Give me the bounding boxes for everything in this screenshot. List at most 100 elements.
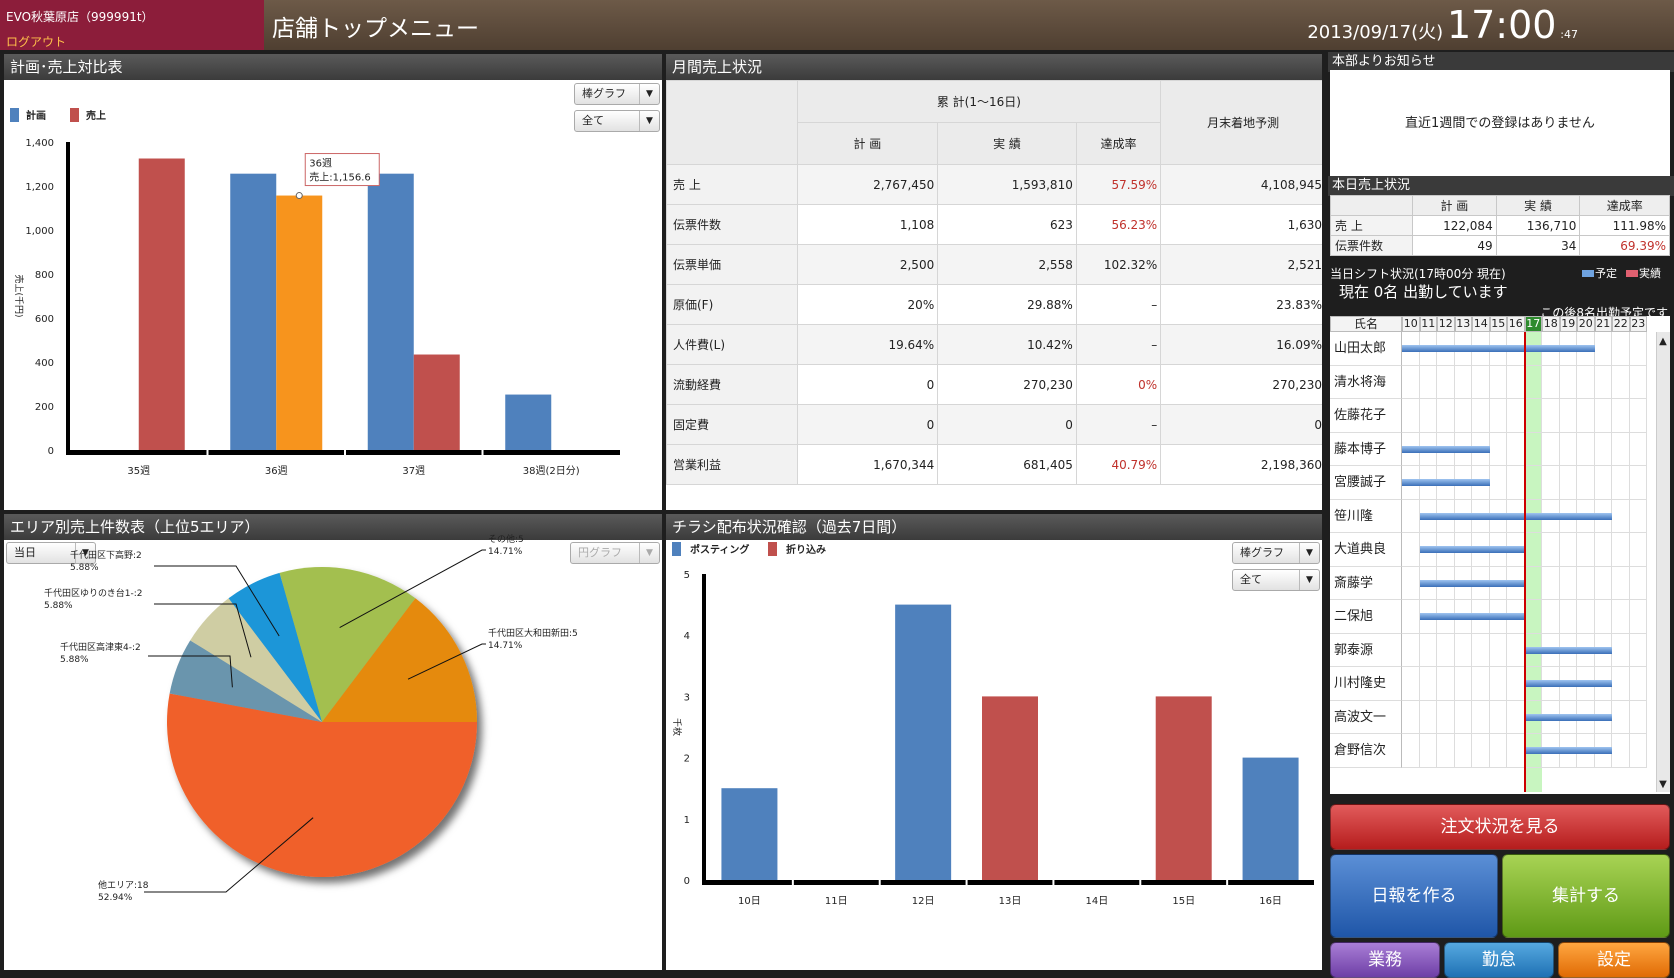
- store-info: EVO秋葉原店（999991t） ログアウト: [0, 0, 264, 50]
- shift-cell: [1629, 466, 1647, 500]
- bar-売上: [138, 158, 185, 450]
- monthly-plan-cell: 2,500: [796, 244, 939, 285]
- flyer-chart-type-select[interactable]: 棒グラフ ▼: [1232, 542, 1320, 564]
- order-status-button[interactable]: 注文状況を見る: [1330, 804, 1670, 850]
- shift-cell: [1402, 600, 1420, 634]
- shift-hour-header: 16: [1507, 316, 1525, 332]
- shift-cell: [1594, 600, 1612, 634]
- scroll-down-icon[interactable]: ▼: [1659, 779, 1667, 790]
- shift-cell: [1489, 734, 1507, 768]
- shift-now-text: 現在 0名 出勤しています: [1339, 283, 1508, 301]
- today-sales-title: 本日売上状況: [1328, 176, 1674, 196]
- shift-plan-bar: [1419, 613, 1525, 620]
- daily-report-button[interactable]: 日報を作る: [1330, 854, 1498, 938]
- plan-sales-panel: 計画･売上対比表 棒グラフ ▼ 全て ▼ 計画 売上 0 200 400 600 800 1,…: [4, 54, 662, 510]
- chevron-down-icon: ▼: [1299, 543, 1319, 563]
- pie-slice: [279, 567, 416, 722]
- header-bar: 店舗トップメニュー 2013/09/17(火) 17:00 :47: [264, 0, 1674, 50]
- shift-cell: [1594, 466, 1612, 500]
- monthly-row-label: 売 上: [666, 164, 798, 205]
- shift-staff-name: 佐藤花子: [1330, 399, 1402, 433]
- shift-cell: [1507, 734, 1525, 768]
- shift-title: 当日シフト状況(17時00分 現在): [1330, 267, 1506, 281]
- shift-plan-bar: [1419, 512, 1612, 520]
- plan-sales-filter-select[interactable]: 全て ▼: [574, 110, 660, 132]
- shift-scrollbar[interactable]: [1656, 332, 1670, 792]
- shift-cell: [1612, 499, 1630, 533]
- area-period-select[interactable]: 当日 ▼: [6, 542, 96, 564]
- bar-折り込み: [982, 696, 1038, 880]
- area-sales-panel: エリア別売上件数表（上位5エリア） 当日 ▼ 円グラフ ▼ 他エリア:18 52.…: [4, 514, 662, 970]
- settings-button[interactable]: 設定: [1558, 942, 1670, 978]
- y-tick-label: 1,400: [25, 138, 54, 149]
- shift-cell: [1437, 399, 1455, 433]
- shift-cell: [1419, 399, 1437, 433]
- clock: 2013/09/17(火) 17:00 :47: [1307, 3, 1578, 47]
- x-tick-label: 36週: [265, 465, 288, 477]
- shift-staff-name: 高波文一: [1330, 700, 1402, 734]
- tooltip-line2: 売上:1,156.6: [309, 171, 371, 184]
- flyer-chart-type-value: 棒グラフ: [1240, 546, 1284, 559]
- chevron-down-icon: ▼: [1299, 570, 1319, 590]
- today-plan-cell: 122,084: [1412, 215, 1497, 236]
- shift-cell: [1507, 432, 1525, 466]
- shift-hour-header: 23: [1629, 316, 1647, 332]
- pie-leader-line: [154, 603, 252, 658]
- aggregate-button[interactable]: 集計する: [1502, 854, 1670, 938]
- shift-cell: [1419, 734, 1437, 768]
- monthly-forecast-cell: 1,630: [1160, 204, 1322, 245]
- monthly-row: 人件費(L) 19.64% 10.42% –16.09%: [666, 324, 1322, 365]
- shift-plan-bar: [1524, 680, 1612, 687]
- work-button[interactable]: 業務: [1330, 942, 1440, 978]
- bar-計画: [230, 173, 277, 450]
- legend-swatch-0: [10, 108, 19, 122]
- monthly-plan-cell: 19.64%: [796, 324, 939, 365]
- shift-staff-name: 斎藤学: [1330, 566, 1402, 600]
- today-actual-header: 実 績: [1495, 195, 1581, 216]
- shift-legend-plan: 予定: [1595, 267, 1617, 280]
- chevron-down-icon: ▼: [75, 543, 95, 563]
- shift-cell: [1629, 600, 1647, 634]
- shift-cell: [1612, 734, 1630, 768]
- notice-box: 直近1週間での登録はありません: [1330, 70, 1670, 176]
- shift-cell: [1489, 700, 1507, 734]
- shift-hour-header: 10: [1402, 316, 1420, 332]
- monthly-row-label: 営業利益: [666, 444, 798, 485]
- monthly-forecast-header: 月末着地予測: [1160, 80, 1322, 165]
- shift-cell: [1402, 566, 1420, 600]
- monthly-actual-cell: 0: [937, 404, 1077, 445]
- legend-label: 折り込み: [786, 543, 826, 556]
- shift-cell: [1629, 566, 1647, 600]
- clock-date: 2013/09/17(火): [1307, 22, 1444, 43]
- shift-cell: [1594, 365, 1612, 399]
- plan-sales-chart-type-select[interactable]: 棒グラフ ▼: [574, 83, 660, 105]
- monthly-forecast-cell: 270,230: [1160, 364, 1322, 405]
- area-chart-type-select[interactable]: 円グラフ ▼: [570, 542, 660, 564]
- shift-staff-name: 二保旭: [1330, 600, 1402, 634]
- today-row: 伝票件数 49 34 69.39%: [1330, 235, 1670, 256]
- today-plan-cell: 49: [1412, 235, 1497, 256]
- logout-link[interactable]: ログアウト: [6, 35, 67, 49]
- chevron-down-icon: ▼: [639, 84, 659, 104]
- shift-cell: [1629, 365, 1647, 399]
- shift-cell: [1472, 633, 1490, 667]
- y-axis: [66, 142, 70, 454]
- monthly-plan-cell: 1,108: [796, 204, 939, 245]
- shift-hour-header: 17: [1524, 316, 1542, 332]
- monthly-rate-cell: 102.32%: [1075, 244, 1162, 285]
- shift-cell: [1594, 332, 1612, 366]
- chevron-down-icon: ▼: [639, 543, 659, 563]
- today-row-label: 売 上: [1330, 215, 1413, 236]
- monthly-sales-title: 月間売上状況: [666, 54, 1322, 80]
- y-tick-label: 1,200: [25, 182, 54, 193]
- shift-cell: [1559, 365, 1577, 399]
- flyer-filter-select[interactable]: 全て ▼: [1232, 569, 1320, 591]
- x-tick-label: 11日: [825, 896, 848, 907]
- x-tick-label: 35週: [127, 465, 150, 477]
- attendance-button[interactable]: 勤怠: [1444, 942, 1554, 978]
- shift-cell: [1629, 533, 1647, 567]
- chevron-down-icon: ▼: [639, 111, 659, 131]
- scroll-up-icon[interactable]: ▲: [1659, 336, 1667, 347]
- shift-cell: [1507, 633, 1525, 667]
- shift-cell: [1577, 432, 1595, 466]
